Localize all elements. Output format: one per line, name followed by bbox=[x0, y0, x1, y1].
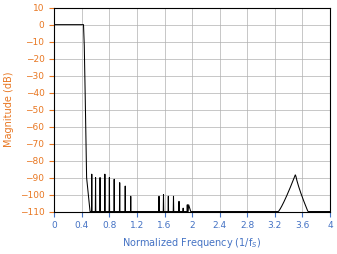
Y-axis label: Magnitude (dB): Magnitude (dB) bbox=[4, 72, 14, 147]
X-axis label: Normalized Frequency (1/f$_S$): Normalized Frequency (1/f$_S$) bbox=[122, 236, 262, 250]
